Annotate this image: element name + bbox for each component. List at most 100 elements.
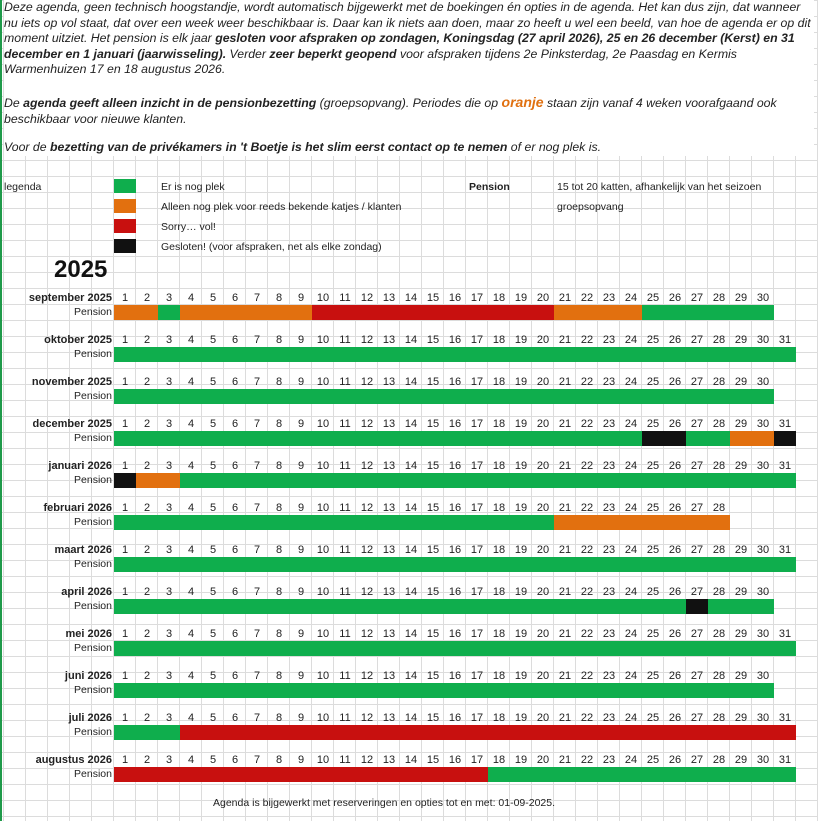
- intro-paragraph-1: Deze agenda, geen technisch hoogstandje,…: [4, 0, 811, 76]
- day-number: 22: [580, 460, 594, 472]
- month-block: april 2026 Pension 1 2 3 4 5 6 7 8 9 10 11 12 13 14 15 16…: [0, 586, 818, 628]
- day-number: 3: [165, 460, 173, 472]
- month-name: juni 2026: [64, 670, 112, 682]
- day-number: 27: [690, 292, 704, 304]
- day-number: 12: [360, 502, 374, 514]
- day-number: 7: [253, 334, 261, 346]
- day-number: 19: [514, 376, 528, 388]
- availability-bar: [686, 599, 708, 614]
- day-number: 5: [209, 460, 217, 472]
- day-number: 28: [712, 586, 726, 598]
- day-number: 16: [448, 376, 462, 388]
- day-number: 17: [470, 460, 484, 472]
- day-number: 11: [339, 754, 351, 766]
- month-name: april 2026: [61, 586, 112, 598]
- day-number: 10: [316, 334, 330, 346]
- day-number: 26: [668, 586, 682, 598]
- day-number: 12: [360, 334, 374, 346]
- day-number: 24: [624, 544, 638, 556]
- row-label-pension: Pension: [74, 306, 112, 318]
- day-number: 1: [121, 292, 129, 304]
- day-number: 27: [690, 586, 704, 598]
- day-number: 13: [382, 628, 396, 640]
- day-number: 16: [448, 418, 462, 430]
- day-number: 23: [602, 712, 616, 724]
- day-number: 25: [646, 418, 660, 430]
- day-number: 6: [231, 670, 239, 682]
- day-number: 15: [426, 502, 440, 514]
- day-number: 6: [231, 502, 239, 514]
- day-number: 15: [426, 628, 440, 640]
- availability-bar: [114, 767, 488, 782]
- day-number: 14: [404, 712, 418, 724]
- day-number: 2: [143, 292, 151, 304]
- day-number: 1: [121, 712, 129, 724]
- day-number: 30: [756, 292, 770, 304]
- day-number: 12: [360, 754, 374, 766]
- day-number: 13: [382, 460, 396, 472]
- day-number: 12: [360, 544, 374, 556]
- availability-bar: [642, 431, 686, 446]
- day-number: 31: [778, 754, 792, 766]
- day-number: 7: [253, 460, 261, 472]
- day-number: 9: [297, 418, 305, 430]
- row-label-pension: Pension: [74, 642, 112, 654]
- day-number: 3: [165, 544, 173, 556]
- day-number: 28: [712, 712, 726, 724]
- row-label-pension: Pension: [74, 348, 112, 360]
- day-number: 9: [297, 544, 305, 556]
- day-number: 22: [580, 292, 594, 304]
- day-number: 30: [756, 670, 770, 682]
- intro-text: Deze agenda, geen technisch hoogstandje,…: [4, 0, 814, 156]
- day-number: 23: [602, 292, 616, 304]
- day-number: 25: [646, 376, 660, 388]
- day-number: 19: [514, 544, 528, 556]
- day-number: 29: [734, 418, 748, 430]
- day-number: 29: [734, 460, 748, 472]
- month-block: februari 2026 Pension 1 2 3 4 5 6 7 8 9 10 11 12 13 14 1…: [0, 502, 818, 544]
- day-number: 23: [602, 376, 616, 388]
- day-number: 5: [209, 502, 217, 514]
- day-number: 4: [187, 712, 195, 724]
- day-number: 15: [426, 418, 440, 430]
- day-number: 10: [316, 754, 330, 766]
- intro-paragraph-3: Voor de bezetting van de privékamers in …: [4, 140, 602, 154]
- availability-bar: [114, 641, 796, 656]
- day-number: 25: [646, 502, 660, 514]
- day-number: 10: [316, 544, 330, 556]
- day-number: 14: [404, 544, 418, 556]
- day-number: 8: [275, 586, 283, 598]
- day-number: 26: [668, 502, 682, 514]
- day-number: 10: [316, 376, 330, 388]
- day-number: 16: [448, 754, 462, 766]
- day-number: 13: [382, 418, 396, 430]
- month-block: augustus 2026 Pension 1 2 3 4 5 6 7 8 9 10 11 12 13 14 1…: [0, 754, 818, 796]
- day-number: 25: [646, 628, 660, 640]
- day-number: 17: [470, 418, 484, 430]
- day-number: 21: [558, 586, 572, 598]
- day-number: 30: [756, 376, 770, 388]
- day-number: 30: [756, 586, 770, 598]
- day-number: 8: [275, 418, 283, 430]
- day-number: 10: [316, 586, 330, 598]
- day-number: 9: [297, 670, 305, 682]
- day-number: 7: [253, 544, 261, 556]
- day-number: 23: [602, 418, 616, 430]
- day-number: 10: [316, 460, 330, 472]
- day-number: 19: [514, 418, 528, 430]
- day-number: 5: [209, 628, 217, 640]
- day-number: 7: [253, 292, 261, 304]
- day-number: 19: [514, 460, 528, 472]
- day-number: 8: [275, 376, 283, 388]
- day-number: 9: [297, 502, 305, 514]
- day-number: 21: [558, 754, 572, 766]
- day-number: 19: [514, 502, 528, 514]
- legend-swatch-orange: [114, 199, 136, 213]
- availability-bar: [114, 557, 796, 572]
- day-number: 24: [624, 754, 638, 766]
- day-number: 30: [756, 712, 770, 724]
- legend-swatch-red: [114, 219, 136, 233]
- day-number: 22: [580, 418, 594, 430]
- day-number: 17: [470, 292, 484, 304]
- row-label-pension: Pension: [74, 684, 112, 696]
